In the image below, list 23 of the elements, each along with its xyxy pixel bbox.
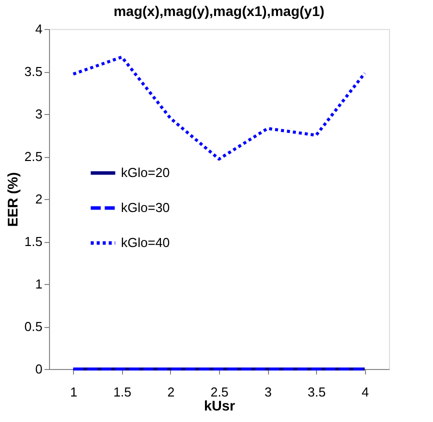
x-tick-label: 2 bbox=[167, 384, 175, 400]
y-tick-label: 2 bbox=[35, 192, 42, 206]
y-tick-label: 0 bbox=[35, 362, 42, 376]
y-axis-title: EER (%) bbox=[4, 172, 20, 227]
x-tick-label: 1.5 bbox=[113, 384, 132, 400]
chart-title: mag(x),mag(y),mag(x1),mag(y1) bbox=[114, 3, 324, 19]
y-tick-label: 1.5 bbox=[24, 234, 42, 249]
y-tick-label: 3 bbox=[35, 106, 42, 122]
legend-label: kGlo=20 bbox=[121, 165, 170, 180]
x-tick-label: 3.5 bbox=[308, 384, 326, 400]
legend-label: kGlo=30 bbox=[121, 200, 170, 215]
y-tick-label: 1 bbox=[35, 276, 42, 292]
y-tick-label: 3.5 bbox=[24, 64, 42, 79]
x-tick-label: 4 bbox=[362, 384, 369, 400]
y-tick-label: 4 bbox=[35, 22, 42, 36]
x-tick-label: 3 bbox=[264, 384, 272, 400]
x-axis-title: kUsr bbox=[204, 398, 236, 414]
x-tick-label: 2.5 bbox=[210, 384, 229, 400]
legend-label: kGlo=40 bbox=[121, 235, 170, 250]
y-tick-label: 0.5 bbox=[24, 319, 42, 334]
y-tick-label: 2.5 bbox=[24, 149, 42, 164]
line-series bbox=[72, 56, 366, 161]
x-tick-label: 1 bbox=[70, 384, 78, 400]
